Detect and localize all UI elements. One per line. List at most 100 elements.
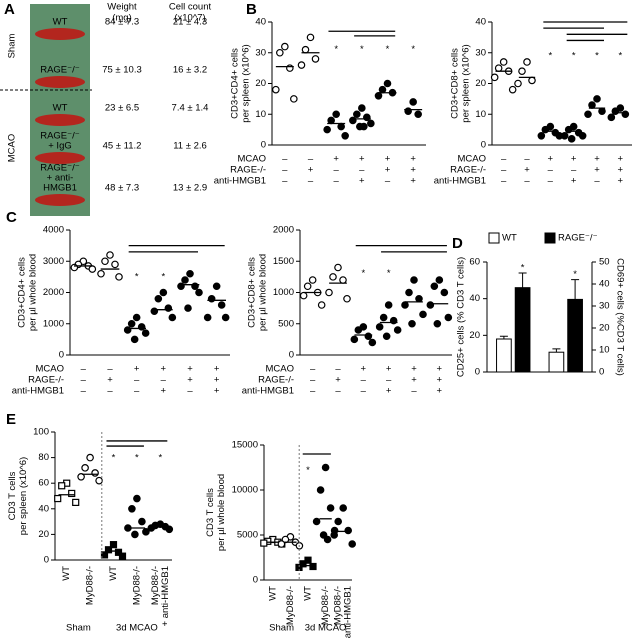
data-point	[323, 535, 332, 544]
x-tick-label: WT	[267, 586, 278, 601]
data-point	[165, 525, 174, 534]
condition-sign: +	[437, 386, 443, 397]
condition-sign: +	[618, 154, 624, 165]
cell-count: 13 ± 2.9	[173, 183, 207, 194]
y-tick-label: 40	[475, 17, 486, 28]
significance-star: *	[387, 268, 391, 279]
column-header: Weight	[107, 2, 137, 13]
spleen	[35, 114, 85, 126]
condition-label: MCAO	[458, 154, 487, 165]
significance-star: *	[161, 271, 165, 282]
spleen	[35, 152, 85, 164]
significance-star: *	[112, 453, 116, 464]
data-point	[301, 45, 310, 54]
y-tick-label: 2000	[43, 287, 64, 298]
condition-sign: +	[333, 154, 339, 165]
y-tick-label: 4000	[43, 225, 64, 236]
data-point	[379, 313, 388, 322]
x-tick-label: MyD88-/-	[320, 586, 331, 625]
data-point	[560, 131, 569, 140]
data-point	[286, 64, 294, 72]
x-tick-label: + anti-HMGB1	[343, 586, 354, 639]
data-point	[100, 551, 109, 559]
column-header: (mg)	[112, 13, 132, 24]
data-point	[378, 85, 387, 94]
data-point	[141, 329, 150, 337]
condition-sign: +	[594, 154, 600, 165]
panel-letter: B	[246, 1, 257, 18]
data-point	[607, 113, 616, 122]
data-point	[518, 67, 526, 76]
bar	[548, 351, 565, 373]
data-point	[299, 560, 307, 568]
data-point	[393, 326, 402, 334]
data-point	[363, 113, 371, 122]
y2-tick-label: 20	[599, 323, 610, 334]
data-point	[404, 107, 412, 115]
y-tick-label: 10000	[232, 485, 258, 496]
condition-sign: –	[107, 386, 113, 397]
cell-count: 16 ± 3.2	[173, 65, 207, 76]
condition-sign: –	[81, 364, 87, 375]
condition-sign: +	[594, 165, 600, 176]
condition-sign: –	[361, 375, 367, 386]
data-point	[311, 55, 320, 63]
data-point	[181, 276, 189, 284]
data-point	[334, 517, 343, 526]
condition-label: RAGE-/-	[28, 375, 64, 386]
y-tick-label: 60	[38, 478, 49, 489]
data-point	[54, 494, 62, 503]
y-tick-label: 1500	[273, 256, 294, 267]
data-point	[133, 494, 141, 503]
cell-count: 21 ± 4.3	[173, 17, 207, 28]
error-bar	[571, 279, 580, 300]
data-point	[415, 294, 423, 303]
condition-sign: –	[524, 176, 530, 187]
y-tick-label: 5000	[237, 530, 258, 541]
weight: 23 ± 6.5	[105, 103, 139, 114]
significance-star: *	[548, 50, 552, 61]
condition-sign: –	[282, 176, 288, 187]
data-point	[106, 251, 114, 259]
data-point	[212, 282, 221, 291]
data-point	[341, 131, 349, 140]
data-point	[499, 58, 508, 66]
data-point	[343, 294, 351, 303]
condition-sign: –	[548, 176, 554, 187]
condition-sign: +	[214, 375, 220, 386]
condition-sign: +	[386, 386, 392, 397]
data-point	[382, 332, 391, 341]
y-tick-label: 0	[289, 350, 294, 361]
panel-letter: D	[452, 235, 463, 252]
y-tick-label: 15000	[232, 440, 258, 451]
condition-sign: +	[308, 165, 314, 176]
weight: 84 ± 7.3	[105, 17, 139, 28]
condition-sign: +	[161, 386, 167, 397]
data-point	[58, 482, 66, 490]
data-point	[115, 273, 123, 281]
condition-sign: –	[81, 386, 87, 397]
significance-star: *	[158, 453, 162, 464]
data-point	[191, 282, 199, 291]
y-axis-label: per µl whole blood	[216, 474, 227, 551]
row-label: + IgG	[48, 141, 72, 152]
data-point	[354, 326, 363, 334]
data-point	[337, 122, 345, 131]
data-point	[142, 528, 150, 536]
condition-sign: –	[501, 165, 507, 176]
significance-star: *	[361, 268, 365, 279]
data-point	[91, 469, 99, 477]
condition-sign: +	[618, 176, 624, 187]
data-point	[281, 42, 289, 51]
y-tick-label: 100	[33, 427, 49, 438]
data-point	[349, 116, 357, 125]
condition-sign: –	[310, 364, 316, 375]
y-tick-label: 40	[469, 293, 480, 304]
row-label: WT	[53, 17, 68, 28]
data-point	[137, 323, 146, 331]
column-header: Cell count	[169, 2, 212, 13]
data-point	[68, 489, 76, 498]
group-label: 3d MCAO	[116, 623, 158, 634]
data-point	[440, 288, 449, 297]
row-label: HMGB1	[43, 183, 77, 194]
